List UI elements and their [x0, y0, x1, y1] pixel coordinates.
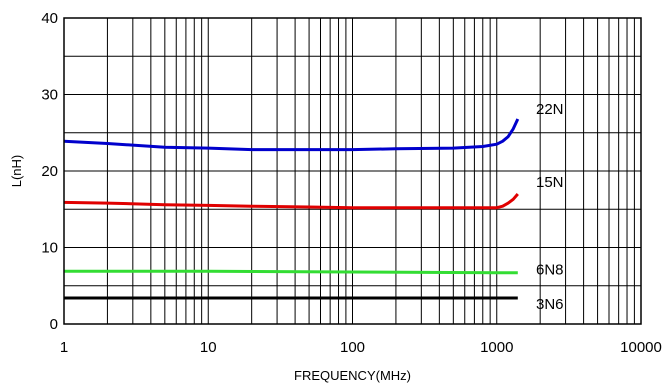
y-tick-label: 10 — [41, 240, 58, 257]
plot-frame — [63, 17, 642, 325]
series-group: 22N 15N 6N8 3N6 — [63, 101, 564, 313]
y-tick-label: 30 — [41, 87, 58, 104]
series-label-6n8: 6N8 — [536, 262, 564, 279]
tick-labels: 1 10 100 1000 10000 0 10 20 30 40 — [41, 10, 662, 356]
y-tick-label: 20 — [41, 163, 58, 180]
series-line-6n8 — [64, 269, 518, 275]
x-axis-title: FREQUENCY(MHz) — [294, 368, 411, 383]
y-tick-label: 40 — [41, 10, 58, 27]
x-tick-label: 10000 — [620, 339, 662, 356]
series-line-22n — [63, 118, 520, 152]
x-tick-label: 1000 — [480, 339, 513, 356]
x-tick-label: 10 — [200, 339, 217, 356]
series-label-22n: 22N — [536, 101, 564, 118]
series-label-15n: 15N — [536, 174, 564, 191]
x-tick-label: 1 — [60, 339, 68, 356]
series-label-3n6: 3N6 — [536, 296, 564, 313]
x-tick-label: 100 — [340, 339, 365, 356]
y-tick-label: 0 — [50, 316, 58, 333]
series-line-15n — [63, 193, 519, 210]
y-axis-title: L(nH) — [9, 155, 24, 188]
